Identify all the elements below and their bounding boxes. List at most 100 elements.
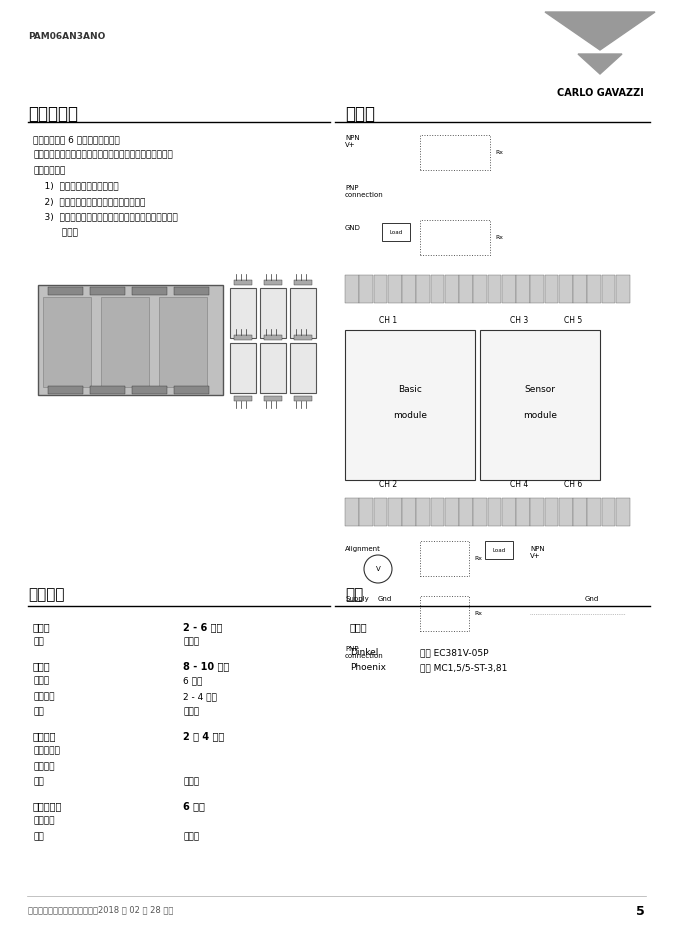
Bar <box>345 330 475 480</box>
Text: CH 5: CH 5 <box>565 316 583 325</box>
Text: 扩展套件: 扩展套件 <box>33 731 57 741</box>
Text: Gnd: Gnd <box>378 596 392 602</box>
Bar <box>388 498 402 526</box>
Text: 规格如有变更，恕不另行通知（2018 年 02 月 28 日）: 规格如有变更，恕不另行通知（2018 年 02 月 28 日） <box>28 905 174 914</box>
Bar <box>48 386 83 394</box>
Text: 可以加装一个 6 通道继电器模块。: 可以加装一个 6 通道继电器模块。 <box>33 135 120 144</box>
Bar <box>487 275 501 303</box>
Bar <box>43 297 91 387</box>
Text: CARLO GAVAZZI: CARLO GAVAZZI <box>557 88 643 98</box>
Bar <box>431 275 444 303</box>
Bar <box>416 275 430 303</box>
Text: 包装: 包装 <box>33 708 44 716</box>
Bar <box>516 275 530 303</box>
Bar <box>420 541 469 576</box>
Bar <box>174 287 209 295</box>
Bar <box>294 280 312 285</box>
Text: 之间。: 之间。 <box>33 228 78 237</box>
Text: module: module <box>523 410 557 420</box>
Bar <box>345 275 359 303</box>
Text: CH 4: CH 4 <box>511 480 529 489</box>
Text: 6 通道: 6 通道 <box>183 677 203 685</box>
Bar <box>374 275 387 303</box>
Text: 放大器: 放大器 <box>33 622 50 632</box>
Text: PNP
connection: PNP connection <box>345 185 384 198</box>
Bar <box>544 498 558 526</box>
Bar <box>290 343 316 393</box>
Text: Basic: Basic <box>398 386 422 394</box>
Bar <box>294 396 312 401</box>
Bar <box>101 297 149 387</box>
Text: 2 或 4 通道: 2 或 4 通道 <box>183 731 224 741</box>
Bar <box>616 498 629 526</box>
Text: Phoenix: Phoenix <box>350 663 386 673</box>
Text: 包装: 包装 <box>33 832 44 841</box>
Text: 型号 EC381V-05P: 型号 EC381V-05P <box>420 648 489 657</box>
Bar <box>420 220 490 255</box>
Text: 放大器: 放大器 <box>33 661 50 671</box>
Text: 2)  将继电器模块靠近放大器右侧放置。: 2) 将继电器模块靠近放大器右侧放置。 <box>33 197 145 206</box>
Text: 继电器模块: 继电器模块 <box>33 801 63 811</box>
Bar <box>480 330 600 480</box>
Bar <box>230 288 256 338</box>
Text: 连接线缆: 连接线缆 <box>33 762 55 771</box>
Bar <box>264 335 282 340</box>
Bar <box>416 498 430 526</box>
Text: 2 - 4 通道: 2 - 4 通道 <box>183 692 217 701</box>
Bar <box>382 223 410 241</box>
Text: 8 - 10 通道: 8 - 10 通道 <box>183 661 229 671</box>
Text: CH 3: CH 3 <box>511 316 529 325</box>
Bar <box>602 498 615 526</box>
Bar <box>445 498 458 526</box>
Text: 母头：: 母头： <box>350 622 367 632</box>
Bar <box>445 275 458 303</box>
Bar <box>573 275 587 303</box>
Text: Supply: Supply <box>345 596 369 602</box>
Bar <box>402 275 416 303</box>
Bar <box>260 343 286 393</box>
Text: Rx: Rx <box>495 235 503 240</box>
Text: Dinkel: Dinkel <box>350 648 378 657</box>
Bar <box>38 285 223 395</box>
Bar <box>359 275 373 303</box>
Bar <box>530 498 544 526</box>
Text: 型号 MC1,5/5-ST-3,81: 型号 MC1,5/5-ST-3,81 <box>420 663 507 673</box>
Text: 纸板箱: 纸板箱 <box>183 637 199 646</box>
Text: PNP
connection: PNP connection <box>345 646 384 659</box>
Bar <box>345 498 359 526</box>
Bar <box>459 275 472 303</box>
Text: 传感器模块: 传感器模块 <box>33 746 60 756</box>
Text: 6 通道: 6 通道 <box>183 801 205 811</box>
Text: Rx: Rx <box>474 556 482 561</box>
Bar <box>473 275 487 303</box>
Text: 纸板箱: 纸板箱 <box>183 832 199 841</box>
Bar <box>402 498 416 526</box>
Text: CH 2: CH 2 <box>379 480 397 489</box>
Bar <box>502 498 516 526</box>
Bar <box>487 498 501 526</box>
Text: 1)  取下盖子右上角的标签。: 1) 取下盖子右上角的标签。 <box>33 182 118 190</box>
Text: 继电器模块: 继电器模块 <box>28 105 78 123</box>
Text: V: V <box>376 566 380 572</box>
Bar <box>420 135 490 170</box>
Text: PAM06AN3ANO: PAM06AN3ANO <box>28 32 106 41</box>
Text: Sensor: Sensor <box>524 386 555 394</box>
Bar <box>616 275 629 303</box>
Text: Gnd: Gnd <box>585 596 599 602</box>
Text: 以具有一个标准放大器和一个继电器模块的系统为例，扩展: 以具有一个标准放大器和一个继电器模块的系统为例，扩展 <box>33 151 173 160</box>
Text: 纸板箱: 纸板箱 <box>183 777 199 787</box>
Text: 放大器: 放大器 <box>33 677 49 685</box>
Bar <box>234 280 252 285</box>
Text: Load: Load <box>390 230 402 234</box>
Bar <box>573 498 587 526</box>
Bar <box>502 275 516 303</box>
Text: 包装: 包装 <box>33 777 44 787</box>
Text: Rx: Rx <box>474 611 482 616</box>
Text: 连接线缆: 连接线缆 <box>33 817 55 825</box>
Bar <box>388 275 402 303</box>
Text: NPN
V+: NPN V+ <box>530 546 544 559</box>
Bar <box>132 386 167 394</box>
Bar <box>485 541 513 559</box>
Text: NPN
V+: NPN V+ <box>345 135 359 148</box>
Bar <box>530 275 544 303</box>
